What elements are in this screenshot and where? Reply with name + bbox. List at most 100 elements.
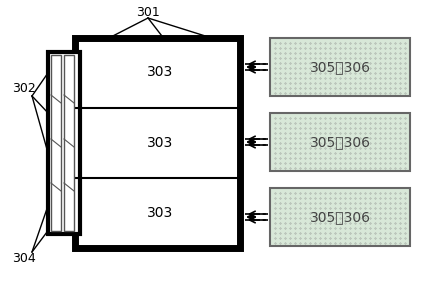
Point (297, 86, 304, 90)
Point (347, 61, 353, 65)
Point (362, 151, 369, 155)
Point (341, 241, 348, 245)
Point (301, 226, 308, 230)
Point (292, 241, 298, 245)
Point (366, 241, 373, 245)
Point (356, 46, 363, 50)
Point (372, 61, 378, 65)
Point (402, 216, 408, 220)
Point (352, 201, 359, 205)
Point (356, 56, 363, 60)
Point (377, 166, 384, 170)
Point (312, 236, 319, 240)
Point (316, 76, 323, 80)
Point (392, 206, 399, 210)
Point (307, 141, 313, 145)
Point (316, 196, 323, 200)
Point (312, 216, 319, 220)
Point (292, 161, 298, 165)
Point (387, 156, 393, 160)
Point (326, 51, 333, 55)
Point (272, 51, 279, 55)
Point (307, 66, 313, 70)
Point (347, 71, 353, 75)
Point (292, 156, 298, 160)
Point (282, 71, 289, 75)
Point (332, 201, 338, 205)
Point (362, 216, 369, 220)
Point (356, 131, 363, 135)
Point (326, 211, 333, 215)
Point (396, 71, 403, 75)
Point (352, 56, 359, 60)
Point (372, 121, 378, 125)
Point (352, 71, 359, 75)
Point (402, 91, 408, 95)
Point (366, 151, 373, 155)
Point (352, 66, 359, 70)
Point (292, 206, 298, 210)
Point (276, 46, 283, 50)
Point (402, 66, 408, 70)
Point (326, 146, 333, 150)
Text: 305、306: 305、306 (310, 210, 371, 224)
Point (341, 121, 348, 125)
Point (396, 46, 403, 50)
Point (372, 146, 378, 150)
Point (352, 196, 359, 200)
Point (392, 156, 399, 160)
Text: 305、306: 305、306 (310, 60, 371, 74)
Point (276, 216, 283, 220)
Point (312, 86, 319, 90)
Point (301, 71, 308, 75)
Point (326, 121, 333, 125)
Point (282, 91, 289, 95)
Point (286, 131, 293, 135)
Point (362, 81, 369, 85)
Point (297, 66, 304, 70)
Point (297, 151, 304, 155)
Bar (270, 113, 410, 171)
Point (276, 211, 283, 215)
Point (322, 81, 329, 85)
Point (301, 76, 308, 80)
Point (322, 131, 329, 135)
Point (332, 146, 338, 150)
Point (377, 161, 384, 165)
Point (312, 131, 319, 135)
Point (366, 156, 373, 160)
Point (286, 241, 293, 245)
Point (322, 71, 329, 75)
Point (286, 56, 293, 60)
Point (372, 51, 378, 55)
Point (387, 46, 393, 50)
Point (332, 231, 338, 235)
Point (326, 76, 333, 80)
Point (307, 196, 313, 200)
Point (372, 131, 378, 135)
Point (352, 86, 359, 90)
Point (292, 221, 298, 225)
Point (292, 151, 298, 155)
Point (326, 116, 333, 120)
Point (272, 166, 279, 170)
Point (387, 116, 393, 120)
Point (282, 196, 289, 200)
Point (276, 231, 283, 235)
Point (276, 76, 283, 80)
Point (297, 231, 304, 235)
Point (347, 76, 353, 80)
Point (312, 231, 319, 235)
Point (297, 46, 304, 50)
Point (347, 191, 353, 195)
Point (347, 221, 353, 225)
Point (362, 166, 369, 170)
Point (352, 166, 359, 170)
Point (272, 146, 279, 150)
Point (286, 41, 293, 45)
Point (286, 71, 293, 75)
Point (272, 91, 279, 95)
Point (381, 136, 388, 140)
Point (366, 221, 373, 225)
Point (402, 141, 408, 145)
